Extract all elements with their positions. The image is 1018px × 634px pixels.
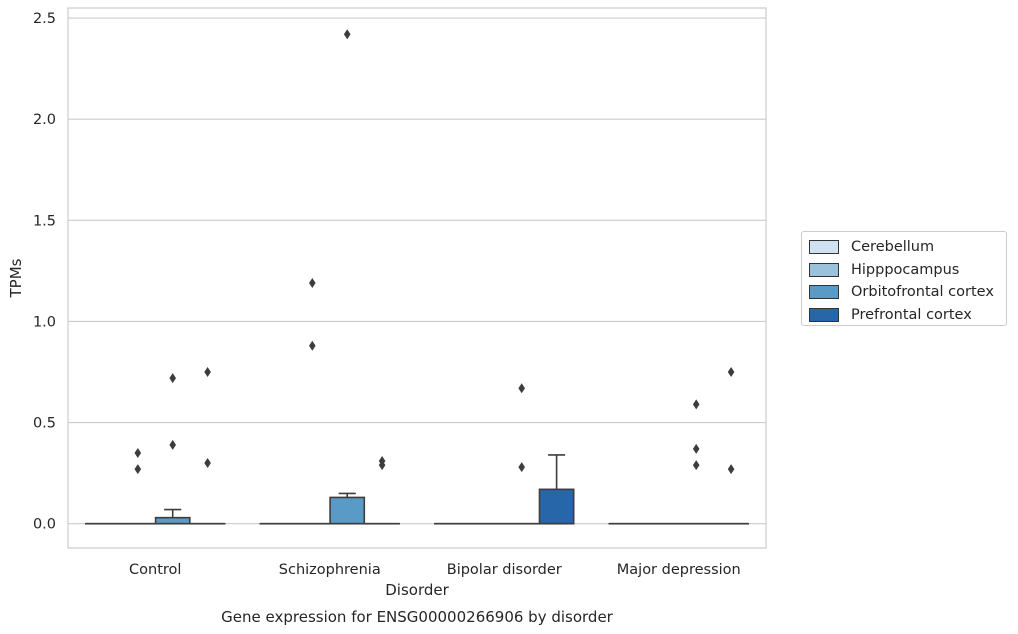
outlier-marker (378, 460, 386, 471)
plot-frame (67, 7, 767, 549)
y-tick-label: 0.5 (33, 416, 56, 432)
outlier-marker (134, 464, 142, 475)
x-tick-label: Control (129, 562, 181, 578)
legend-item: Cerebellum (809, 236, 1006, 259)
outlier-marker (692, 399, 700, 410)
legend-label: Orbitofrontal cortex (851, 284, 994, 301)
outlier-marker (727, 367, 735, 378)
y-tick-label: 1.0 (33, 314, 56, 330)
legend-swatch (809, 240, 839, 255)
legend-label: Cerebellum (851, 239, 935, 256)
outlier-marker (204, 458, 211, 469)
legend-item: Hipppocampus (809, 259, 1006, 282)
box-body (538, 488, 575, 525)
outlier-marker (692, 460, 700, 471)
legend-label: Hipppocampus (851, 261, 960, 278)
outlier-marker (309, 278, 316, 289)
y-tick-label: 0.0 (33, 517, 56, 533)
x-tick-label: Major depression (617, 562, 741, 578)
outlier-marker (204, 367, 211, 378)
y-tick-label: 1.5 (33, 213, 56, 229)
box-orbitofrontal-cortex (154, 508, 191, 525)
legend-item: Orbitofrontal cortex (809, 281, 1006, 304)
outlier-marker (727, 464, 735, 475)
box-orbitofrontal-cortex (329, 492, 366, 525)
box-prefrontal-cortex (538, 454, 575, 525)
outlier-points (134, 29, 735, 475)
y-axis-label: TPMs (7, 258, 25, 298)
x-tick-label: Bipolar disorder (447, 562, 562, 578)
legend-swatch (809, 307, 839, 322)
outlier-marker (169, 439, 176, 450)
boxes (84, 454, 750, 525)
x-axis-ticks: Control Schizophrenia Bipolar disorder Majo… (129, 562, 741, 578)
outlier-marker (518, 462, 525, 473)
x-axis-label: Disorder (385, 581, 449, 599)
chart-title: Gene expression for ENSG00000266906 by d… (221, 608, 614, 626)
outlier-marker (518, 383, 525, 394)
box-body (154, 516, 191, 525)
legend-label: Prefrontal cortex (851, 306, 972, 323)
outlier-marker (134, 447, 142, 458)
box-body (329, 496, 366, 525)
outlier-marker (343, 29, 351, 40)
legend-swatch (809, 262, 839, 277)
y-tick-label: 2.5 (33, 11, 56, 27)
outlier-marker (309, 340, 316, 351)
y-tick-label: 2.0 (33, 112, 56, 128)
outlier-marker (692, 443, 700, 454)
x-tick-label: Schizophrenia (279, 562, 381, 578)
legend-item: Prefrontal cortex (809, 304, 1006, 327)
legend-swatch (809, 285, 839, 300)
outlier-marker (169, 373, 176, 384)
y-axis-ticks: 0.0 0.5 1.0 1.5 2.0 2.5 (33, 11, 56, 533)
legend: Cerebellum Hipppocampus Orbitofrontal cort… (801, 231, 1007, 326)
